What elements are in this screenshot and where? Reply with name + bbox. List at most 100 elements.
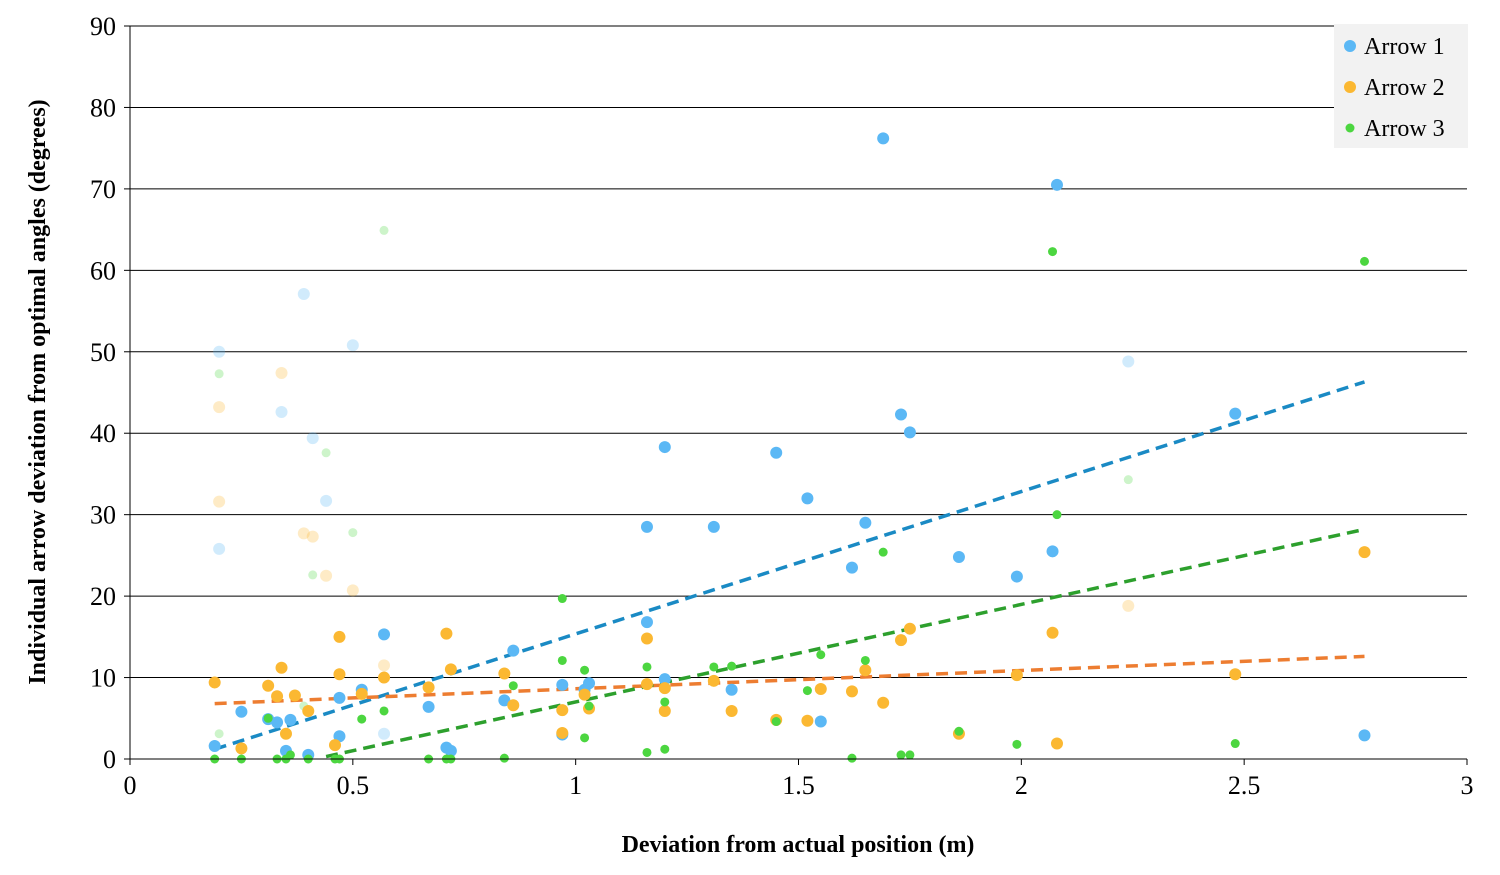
point-arrow-1-0 [208, 739, 221, 752]
faded-point-arrow-3-1 [214, 729, 224, 739]
point-arrow-3-32 [878, 547, 888, 557]
point-arrow-2-24 [658, 704, 671, 717]
point-arrow-1-11 [422, 700, 435, 713]
trendline-arrow-2 [214, 654, 1365, 706]
point-arrow-1-19 [583, 677, 596, 690]
faded-point-arrow-2-5 [320, 569, 333, 582]
faded-point-arrow-3-3 [308, 570, 318, 580]
y-tick-label-6: 60 [90, 256, 116, 285]
point-arrow-2-29 [801, 714, 814, 727]
point-arrow-3-23 [660, 697, 670, 707]
x-tick-label-1: 0.5 [337, 771, 370, 800]
axes [124, 25, 1468, 765]
faded-point-arrow-3-5 [348, 528, 358, 538]
point-arrow-2-7 [302, 704, 315, 717]
point-arrow-3-28 [802, 686, 812, 696]
point-arrow-3-30 [847, 753, 857, 763]
point-arrow-3-27 [771, 717, 781, 727]
point-arrow-2-39 [1050, 737, 1063, 750]
point-arrow-3-37 [1048, 247, 1058, 257]
legend-background [1334, 24, 1468, 148]
y-tick-label-0: 0 [103, 745, 116, 774]
y-tick-label-4: 40 [90, 419, 116, 448]
faded-point-arrow-3-0 [214, 369, 224, 379]
faded-point-arrow-2-1 [213, 495, 226, 508]
point-arrow-2-5 [279, 727, 292, 740]
trendlines [214, 380, 1366, 759]
x-tick-label-5: 2.5 [1228, 771, 1261, 800]
point-arrow-3-39 [1230, 739, 1240, 749]
point-arrow-1-38 [1229, 407, 1242, 420]
faded-point-arrow-3-6 [379, 225, 389, 235]
legend-label-arrow-1: Arrow 1 [1364, 34, 1445, 60]
y-tick-label-9: 90 [90, 12, 116, 41]
point-arrow-1-35 [1010, 570, 1023, 583]
point-arrow-1-37 [1050, 178, 1063, 191]
faded-point-arrow-1-6 [346, 339, 359, 352]
point-arrow-2-33 [877, 696, 890, 709]
y-tick-label-8: 80 [90, 93, 116, 122]
point-arrow-1-31 [877, 132, 890, 145]
point-arrow-2-26 [707, 674, 720, 687]
point-arrow-3-24 [660, 744, 670, 754]
point-arrow-1-24 [707, 520, 720, 533]
y-tick-label-3: 30 [90, 501, 116, 530]
point-arrow-3-26 [727, 661, 737, 671]
point-arrow-2-20 [578, 688, 591, 701]
point-arrow-1-32 [895, 408, 908, 421]
point-arrow-1-39 [1358, 729, 1371, 742]
point-arrow-1-5 [284, 713, 297, 726]
point-arrow-2-23 [640, 678, 653, 691]
faded-point-arrow-2-0 [213, 401, 226, 414]
point-arrow-2-1 [235, 742, 248, 755]
x-axis-title: Deviation from actual position (m) [622, 832, 975, 858]
point-arrow-2-27 [725, 704, 738, 717]
y-tick-label-1: 10 [90, 664, 116, 693]
faded-point-arrow-3-7 [1123, 475, 1133, 485]
point-arrow-1-7 [333, 730, 346, 743]
faded-point-arrow-1-8 [1122, 355, 1135, 368]
y-tick-label-2: 20 [90, 582, 116, 611]
point-arrow-3-17 [557, 655, 567, 665]
point-arrow-2-32 [859, 664, 872, 677]
point-arrow-2-16 [498, 667, 511, 680]
point-arrow-3-33 [896, 750, 906, 760]
point-arrow-2-0 [208, 676, 221, 689]
faded-point-arrow-3-4 [321, 448, 331, 458]
point-arrow-2-13 [422, 681, 435, 694]
point-arrow-3-34 [905, 750, 915, 760]
point-arrow-3-5 [285, 750, 295, 760]
data-points [208, 132, 1371, 764]
faded-point-arrow-2-2 [275, 366, 288, 379]
point-arrow-1-23 [658, 673, 671, 686]
faded-point-arrow-2-8 [1122, 599, 1135, 612]
point-arrow-3-36 [1012, 739, 1022, 749]
point-arrow-1-20 [640, 616, 653, 629]
point-arrow-2-25 [658, 682, 671, 695]
faded-point-arrow-1-2 [275, 406, 288, 419]
faded-point-arrow-2-7 [378, 659, 391, 672]
legend-marker-arrow-1 [1344, 40, 1356, 52]
point-arrow-1-15 [507, 644, 520, 657]
point-arrow-3-21 [642, 662, 652, 672]
point-arrow-1-25 [725, 683, 738, 696]
faded-point-arrow-1-7 [378, 727, 391, 740]
point-arrow-2-17 [507, 699, 520, 712]
legend-label-arrow-2: Arrow 2 [1364, 75, 1445, 101]
x-tick-labels: 0 0.5 1 1.5 2 2.5 3 [124, 771, 1474, 800]
point-arrow-2-31 [845, 685, 858, 698]
point-arrow-2-14 [440, 627, 453, 640]
point-arrow-2-34 [895, 634, 908, 647]
point-arrow-2-11 [355, 687, 368, 700]
point-arrow-2-4 [275, 661, 288, 674]
point-arrow-3-2 [263, 713, 273, 723]
trendline-arrow-3 [325, 527, 1365, 759]
faded-point-arrow-1-0 [213, 345, 226, 358]
faded-point-arrow-2-4 [306, 530, 319, 543]
faded-point-arrow-1-4 [306, 432, 319, 445]
point-arrow-1-34 [952, 551, 965, 564]
point-arrow-3-29 [816, 650, 826, 660]
y-tick-label-5: 50 [90, 338, 116, 367]
point-arrow-3-9 [357, 714, 367, 724]
